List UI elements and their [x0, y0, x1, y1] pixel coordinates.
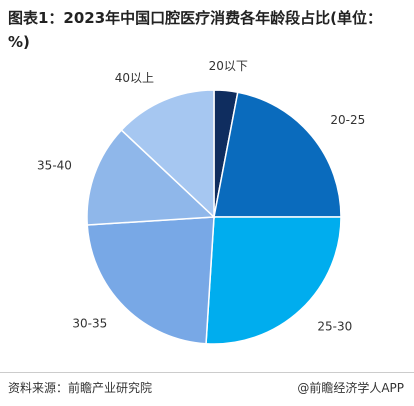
slice-label: 40以上 — [115, 71, 154, 85]
slice-label: 20以下 — [209, 59, 248, 73]
source: 资料来源：前瞻产业研究院 — [8, 381, 153, 395]
pie-slice — [86, 216, 215, 345]
slice-label: 35-40 — [37, 158, 72, 172]
pie-slice — [120, 89, 215, 219]
brand: @前瞻经济学人APP — [297, 381, 404, 395]
slice-label: 20-25 — [330, 113, 365, 127]
pie-slice — [86, 129, 216, 226]
chart-title: 图表1：2023年中国口腔医疗消费各年龄段占比(单位：%) — [8, 9, 383, 51]
pie-slice — [205, 216, 342, 345]
divider — [0, 372, 414, 373]
slice-label: 25-30 — [317, 320, 352, 334]
slice-label: 30-35 — [72, 316, 107, 330]
pie-slice — [213, 91, 342, 218]
